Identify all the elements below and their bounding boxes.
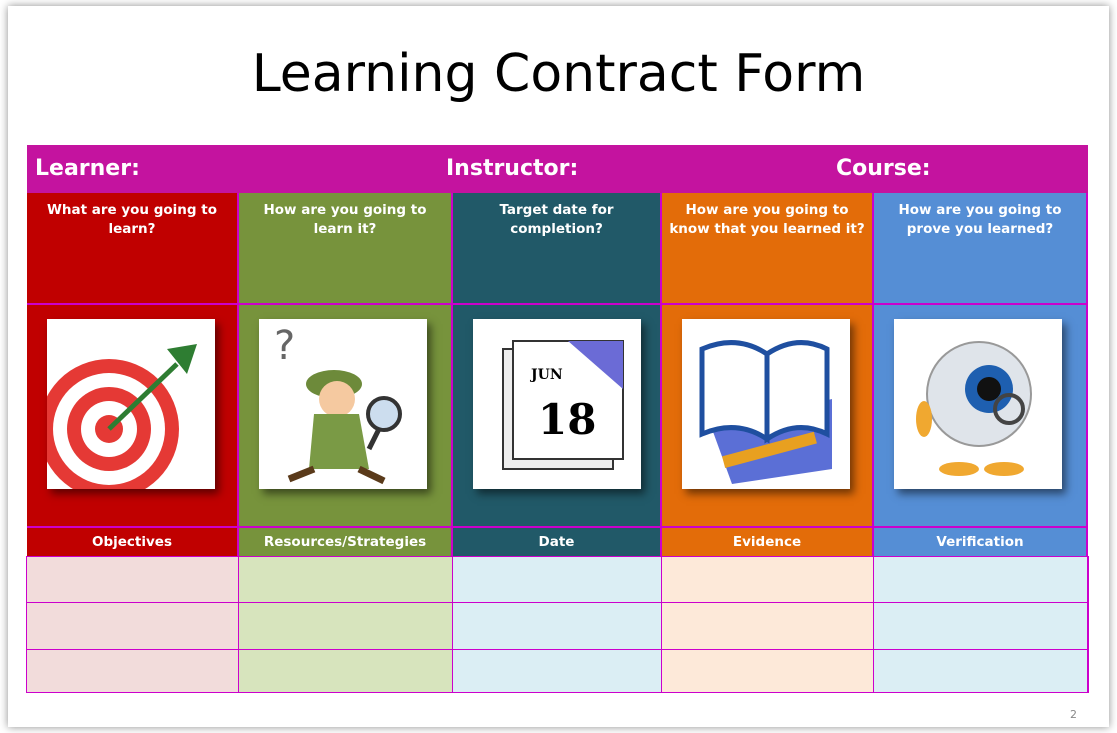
question-cell: Target date for completion? xyxy=(453,193,662,303)
target-icon xyxy=(47,319,215,489)
blank-cell[interactable] xyxy=(662,649,874,693)
blank-cell[interactable] xyxy=(239,649,453,693)
slide: Learning Contract Form Learner: Instruct… xyxy=(8,6,1109,727)
blank-cell[interactable] xyxy=(874,602,1088,649)
column-label: Date xyxy=(453,526,662,556)
calendar-icon: JUN 18 xyxy=(473,319,641,489)
question-cell: How are you going to know that you learn… xyxy=(662,193,874,303)
blank-cell[interactable] xyxy=(453,602,662,649)
question-cell: What are you going to learn? xyxy=(27,193,239,303)
column-label: Evidence xyxy=(662,526,874,556)
eyeball-icon xyxy=(894,319,1062,489)
column-label: Resources/Strategies xyxy=(239,526,453,556)
blank-cell[interactable] xyxy=(453,556,662,602)
column-label: Verification xyxy=(874,526,1088,556)
svg-text:18: 18 xyxy=(538,395,596,444)
svg-text:JUN: JUN xyxy=(529,367,563,383)
blank-cell[interactable] xyxy=(27,602,239,649)
header-bar xyxy=(27,145,1088,193)
blank-cell[interactable] xyxy=(662,602,874,649)
blank-cell[interactable] xyxy=(662,556,874,602)
course-label: Course: xyxy=(836,156,931,181)
title: Learning Contract Form xyxy=(251,44,866,104)
column-label: Objectives xyxy=(27,526,239,556)
instructor-label: Instructor: xyxy=(446,156,579,181)
image-cell xyxy=(662,303,874,526)
blank-cell[interactable] xyxy=(27,649,239,693)
question-cell: How are you going to prove you learned? xyxy=(874,193,1088,303)
blank-cell[interactable] xyxy=(874,649,1088,693)
blank-cell[interactable] xyxy=(874,556,1088,602)
book-icon xyxy=(682,319,850,489)
page-number: 2 xyxy=(1070,708,1077,721)
blank-cell[interactable] xyxy=(27,556,239,602)
question-cell: How are you going to learn it? xyxy=(239,193,453,303)
learner-label: Learner: xyxy=(35,156,140,181)
image-cell xyxy=(874,303,1088,526)
blank-cell[interactable] xyxy=(239,556,453,602)
blank-cell[interactable] xyxy=(453,649,662,693)
detective-icon: ? xyxy=(259,319,427,489)
blank-cell[interactable] xyxy=(239,602,453,649)
svg-text:?: ? xyxy=(274,323,295,369)
image-cell: ? xyxy=(239,303,453,526)
image-cell xyxy=(27,303,239,526)
image-cell: JUN 18 xyxy=(453,303,662,526)
